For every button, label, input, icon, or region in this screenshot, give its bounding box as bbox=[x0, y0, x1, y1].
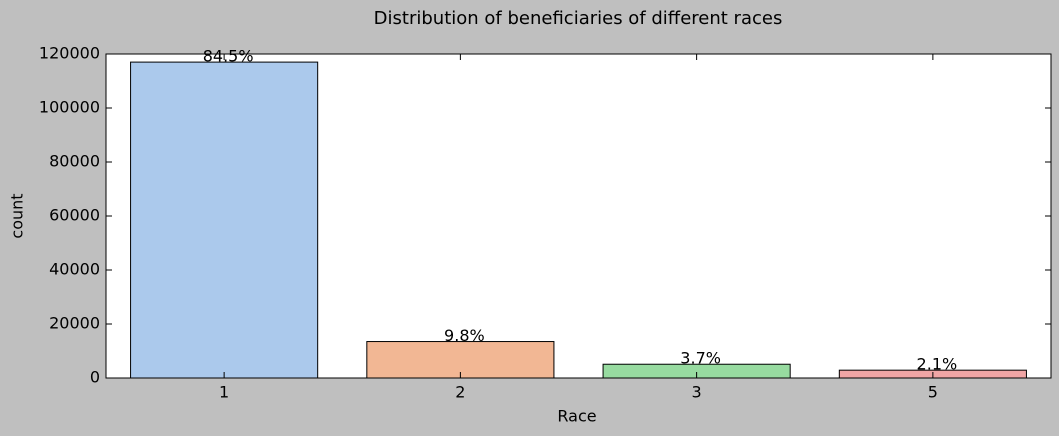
bar-annotation: 2.1% bbox=[917, 355, 958, 374]
y-tick-label: 80000 bbox=[49, 152, 100, 171]
x-axis-label: Race bbox=[557, 407, 596, 426]
x-tick-label: 1 bbox=[219, 383, 229, 402]
bar-annotation: 84.5% bbox=[203, 47, 254, 66]
bar-annotation: 9.8% bbox=[444, 326, 485, 345]
x-tick-label: 5 bbox=[928, 383, 938, 402]
y-tick-label: 40000 bbox=[49, 260, 100, 279]
x-tick-label: 2 bbox=[455, 383, 465, 402]
y-axis-label: count bbox=[8, 193, 27, 238]
bar-annotation: 3.7% bbox=[680, 349, 721, 368]
chart-title: Distribution of beneficiaries of differe… bbox=[374, 8, 783, 29]
y-tick-label: 120000 bbox=[39, 44, 100, 63]
y-tick-label: 100000 bbox=[39, 98, 100, 117]
y-tick-label: 20000 bbox=[49, 314, 100, 333]
y-tick-label: 0 bbox=[90, 368, 100, 387]
x-tick-label: 3 bbox=[692, 383, 702, 402]
y-tick-label: 60000 bbox=[49, 206, 100, 225]
bar bbox=[130, 61, 319, 379]
bar bbox=[366, 341, 555, 379]
